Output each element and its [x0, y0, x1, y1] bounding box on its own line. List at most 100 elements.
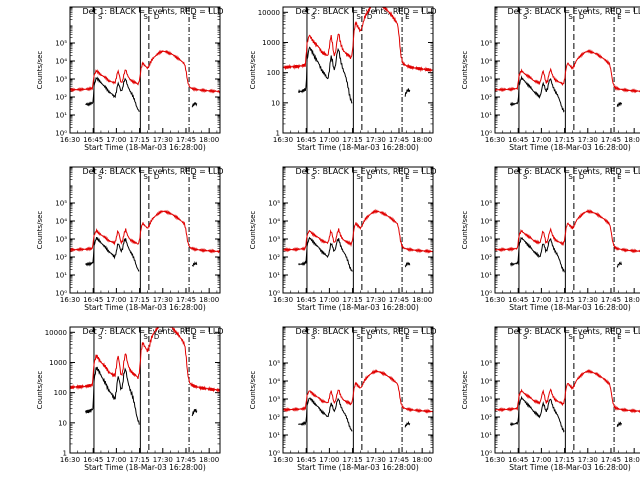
marker-glyph: E	[405, 333, 409, 341]
y-tick-label: 10⁵	[55, 40, 67, 48]
x-tick-label: 16:45	[83, 456, 103, 464]
events-tail-line	[616, 101, 623, 108]
y-tick-label: 10⁵	[268, 200, 280, 208]
y-tick-label: 10⁰	[480, 290, 492, 298]
lld-series-line	[283, 7, 433, 73]
x-axis-label: Start Time (18-Mar-03 16:28:00)	[297, 143, 419, 152]
marker-glyph: S	[143, 13, 148, 21]
lld-series-line	[283, 208, 433, 254]
events-series-line	[85, 236, 140, 272]
marker-glyph: S	[98, 333, 103, 341]
x-tick-label: 17:00	[106, 296, 126, 304]
y-tick-label: 10³	[480, 396, 492, 404]
x-tick-label: 17:30	[153, 456, 173, 464]
y-tick-label: 10⁰	[268, 290, 280, 298]
x-tick-label: 17:45	[601, 456, 621, 464]
y-axis-label: Counts/sec	[461, 371, 469, 410]
x-tick-label: 16:45	[83, 136, 103, 144]
plot-frame	[282, 166, 434, 294]
y-tick-label: 10⁰	[55, 290, 67, 298]
x-tick-label: 17:15	[342, 456, 362, 464]
x-tick-label: 18:00	[199, 136, 219, 144]
x-tick-label: 18:00	[412, 296, 432, 304]
y-tick-label: 10⁰	[55, 130, 67, 138]
y-tick-label: 10¹	[268, 432, 280, 440]
y-tick-label: 10¹	[480, 112, 492, 120]
x-axis-label: Start Time (18-Mar-03 16:28:00)	[509, 143, 631, 152]
marker-glyph: D	[367, 333, 372, 341]
y-tick-label: 100	[267, 69, 280, 77]
x-tick-label: 17:00	[106, 456, 126, 464]
plot-frame	[69, 6, 221, 134]
panel-det-1: Det 1: BLACK = Events, RED = LLD 10⁰ 10¹ 10…	[36, 6, 223, 152]
y-tick-label: 10⁴	[480, 378, 492, 386]
lld-series-line	[70, 327, 220, 393]
y-tick-label: 10²	[55, 94, 67, 102]
marker-glyph: S	[98, 13, 103, 21]
y-tick-label: 10	[58, 419, 67, 427]
lld-series-line	[70, 49, 220, 94]
y-tick-label: 10²	[268, 414, 280, 422]
events-series-line	[510, 236, 565, 273]
lld-series-line	[70, 209, 220, 254]
x-tick-label: 17:45	[601, 136, 621, 144]
plot-frame	[282, 326, 434, 454]
y-tick-label: 10⁵	[480, 40, 492, 48]
x-tick-label: 17:15	[554, 296, 574, 304]
marker-glyph: D	[154, 173, 159, 181]
y-tick-label: 10⁴	[268, 218, 280, 226]
x-tick-label: 16:30	[60, 296, 80, 304]
events-tail-line	[191, 408, 198, 417]
x-tick-label: 16:45	[296, 456, 316, 464]
marker-glyph: E	[405, 13, 409, 21]
marker-glyph: E	[405, 173, 409, 181]
marker-glyph: E	[617, 13, 621, 21]
y-tick-label: 10⁴	[55, 58, 67, 66]
x-tick-label: 17:00	[531, 136, 551, 144]
x-tick-label: 16:45	[83, 296, 103, 304]
y-tick-label: 10¹	[55, 272, 67, 280]
y-tick-label: 10³	[55, 236, 67, 244]
marker-glyph: S	[143, 333, 148, 341]
x-tick-label: 16:45	[508, 296, 528, 304]
marker-glyph: S	[568, 13, 573, 21]
y-tick-label: 1000	[49, 359, 67, 367]
x-tick-label: 17:15	[129, 296, 149, 304]
x-tick-label: 17:15	[129, 136, 149, 144]
events-tail-line	[616, 421, 622, 427]
x-tick-label: 16:30	[60, 136, 80, 144]
y-tick-label: 10¹	[480, 432, 492, 440]
x-tick-label: 18:00	[199, 456, 219, 464]
plot-frame	[69, 326, 221, 454]
panel-title: Det 7: BLACK = Events, RED = LLD	[83, 327, 224, 336]
x-tick-label: 16:30	[485, 136, 505, 144]
marker-glyph: D	[367, 13, 372, 21]
marker-glyph: E	[192, 333, 196, 341]
marker-glyph: S	[98, 173, 103, 181]
plot-frame	[69, 166, 221, 294]
marker-glyph: S	[311, 173, 316, 181]
y-tick-label: 1	[276, 130, 280, 138]
events-tail-line	[191, 101, 198, 108]
panel-det-7: Det 7: BLACK = Events, RED = LLD 1 10 100 10…	[36, 326, 224, 472]
x-tick-label: 17:15	[554, 456, 574, 464]
marker-glyph: S	[356, 13, 361, 21]
x-tick-label: 18:00	[624, 296, 640, 304]
plot-frame	[494, 166, 640, 294]
x-tick-label: 17:00	[531, 296, 551, 304]
x-tick-label: 16:30	[273, 456, 293, 464]
x-tick-label: 18:00	[624, 136, 640, 144]
y-tick-label: 10⁴	[480, 58, 492, 66]
marker-glyph: E	[192, 173, 196, 181]
x-tick-label: 17:45	[176, 136, 196, 144]
x-tick-label: 17:15	[129, 456, 149, 464]
x-tick-label: 16:45	[508, 136, 528, 144]
y-tick-label: 10³	[55, 76, 67, 84]
x-tick-label: 17:45	[176, 456, 196, 464]
y-axis-label: Counts/sec	[461, 211, 469, 250]
y-tick-label: 10¹	[268, 272, 280, 280]
y-tick-label: 10²	[268, 254, 280, 262]
x-tick-label: 17:45	[176, 296, 196, 304]
x-tick-label: 16:45	[508, 456, 528, 464]
